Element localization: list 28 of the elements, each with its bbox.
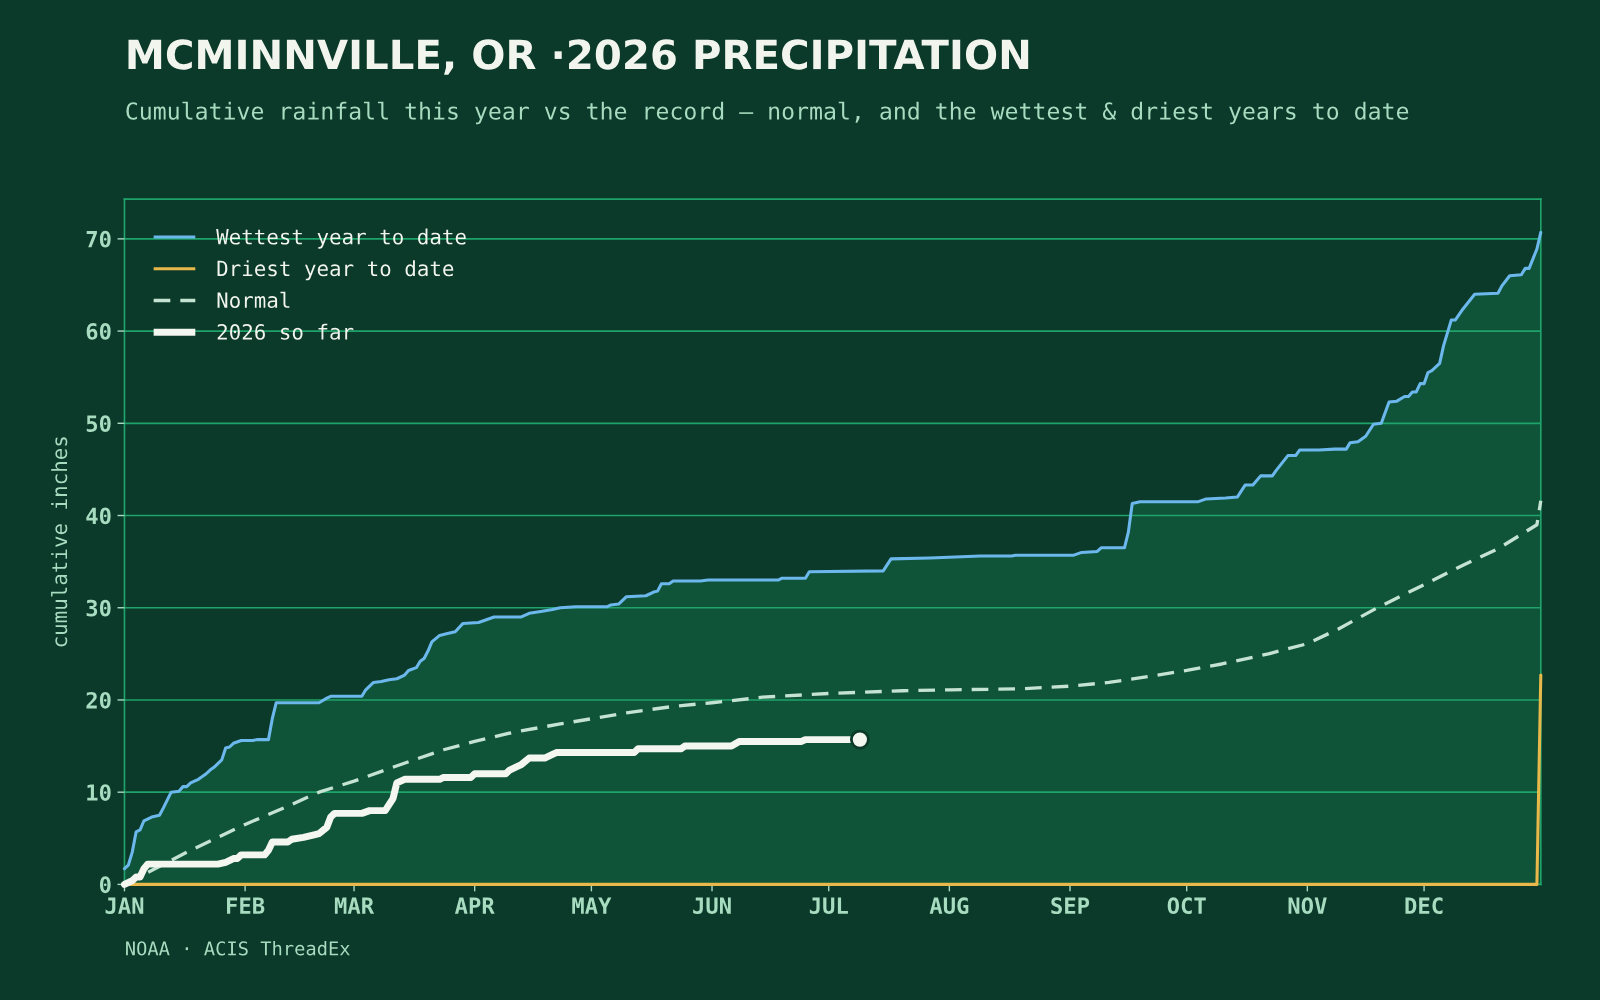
chart-title: MCMINNVILLE, OR ·2026 PRECIPITATION <box>128 39 1029 75</box>
x-tick-label: NOV <box>1288 897 1327 915</box>
x-tick-label: JUL <box>809 897 848 915</box>
legend-label: Driest year to date <box>217 260 454 281</box>
x-tick-label: MAY <box>572 897 612 914</box>
y-tick-label: 60 <box>86 323 111 340</box>
x-tick-label: OCT <box>1167 897 1206 915</box>
legend-label: Normal <box>217 291 290 309</box>
x-tick-label: SEP <box>1051 897 1090 915</box>
y-tick-label: 70 <box>86 230 111 248</box>
x-tick-label: AUG <box>929 897 969 915</box>
y-tick-label: 40 <box>86 507 111 525</box>
y-axis-title: cumulative inches <box>51 437 68 647</box>
x-tick-label: DEC <box>1405 897 1443 915</box>
x-tick-label: JAN <box>105 897 144 915</box>
y-tick-label: 0 <box>99 876 111 894</box>
legend-label: 2026 so far <box>217 323 354 340</box>
x-tick-label: JUN <box>693 897 731 915</box>
y-tick-label: 10 <box>87 784 111 801</box>
x-tick-label: APR <box>454 897 495 914</box>
legend-label: Wettest year to date <box>216 228 466 249</box>
chart-subtitle: Cumulative rainfall this year vs the record — normal, and the wettest & driest years to date <box>126 101 1409 125</box>
x-tick-label: FEB <box>227 897 265 914</box>
x-tick-label: MAR <box>334 897 375 914</box>
text: NOAA · ACIS ThreadEx <box>126 940 350 956</box>
y-tick-label: 20 <box>86 691 111 709</box>
y-tick-label: 50 <box>86 415 111 433</box>
y-tick-label: 30 <box>86 599 111 617</box>
